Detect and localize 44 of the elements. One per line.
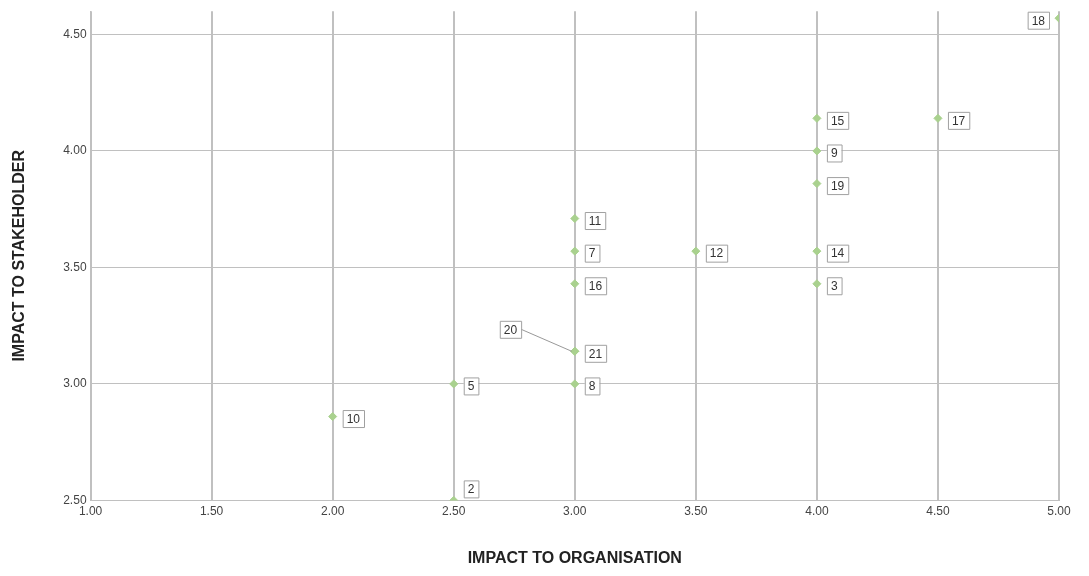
annotation: 10	[346, 411, 361, 426]
annotation: 16	[588, 279, 603, 294]
x-axis-title: IMPACT TO ORGANISATION	[467, 548, 682, 566]
point	[933, 113, 943, 123]
x-tick-label: 2.00	[320, 503, 345, 518]
x-tick-label: 3.00	[563, 503, 587, 518]
point	[570, 214, 580, 224]
point	[812, 113, 822, 123]
annotation: 18	[1031, 13, 1046, 28]
x-tick-label: 4.50	[926, 503, 950, 518]
point	[691, 246, 701, 256]
annotation: 3	[830, 279, 838, 294]
x-tick-label: 4.00	[805, 503, 829, 518]
annotation: 21	[588, 346, 603, 361]
y-tick-label: 4.00	[63, 143, 87, 158]
annotation: 5	[467, 379, 475, 394]
point	[812, 146, 822, 156]
point	[812, 279, 822, 289]
point	[570, 379, 580, 389]
y-tick-label: 3.50	[63, 259, 87, 274]
x-tick-label: 2.50	[442, 503, 466, 518]
annotation: 19	[830, 178, 845, 193]
point	[570, 279, 580, 289]
y-axis-title: IMPACT TO STAKEHOLDER	[10, 149, 28, 362]
point	[812, 246, 822, 256]
x-tick-label: 5.00	[1047, 503, 1071, 518]
annotation: 12	[709, 246, 724, 261]
annotation: 7	[588, 246, 596, 261]
annotation: 2	[467, 482, 475, 497]
annotation: 11	[588, 213, 602, 228]
annotation: 14	[830, 246, 845, 261]
x-tick-label: 3.50	[684, 503, 708, 518]
point	[449, 379, 459, 389]
y-tick-label: 3.00	[63, 376, 87, 391]
annotation: 20	[503, 322, 518, 337]
point	[570, 246, 580, 256]
y-tick-label: 4.50	[63, 26, 87, 41]
point	[328, 412, 338, 422]
annotation: 17	[951, 113, 966, 128]
annotation: 9	[830, 146, 838, 161]
x-tick-label: 1.50	[199, 503, 224, 518]
annotation: 15	[830, 113, 845, 128]
point	[812, 179, 822, 189]
annotation: 8	[588, 379, 596, 394]
